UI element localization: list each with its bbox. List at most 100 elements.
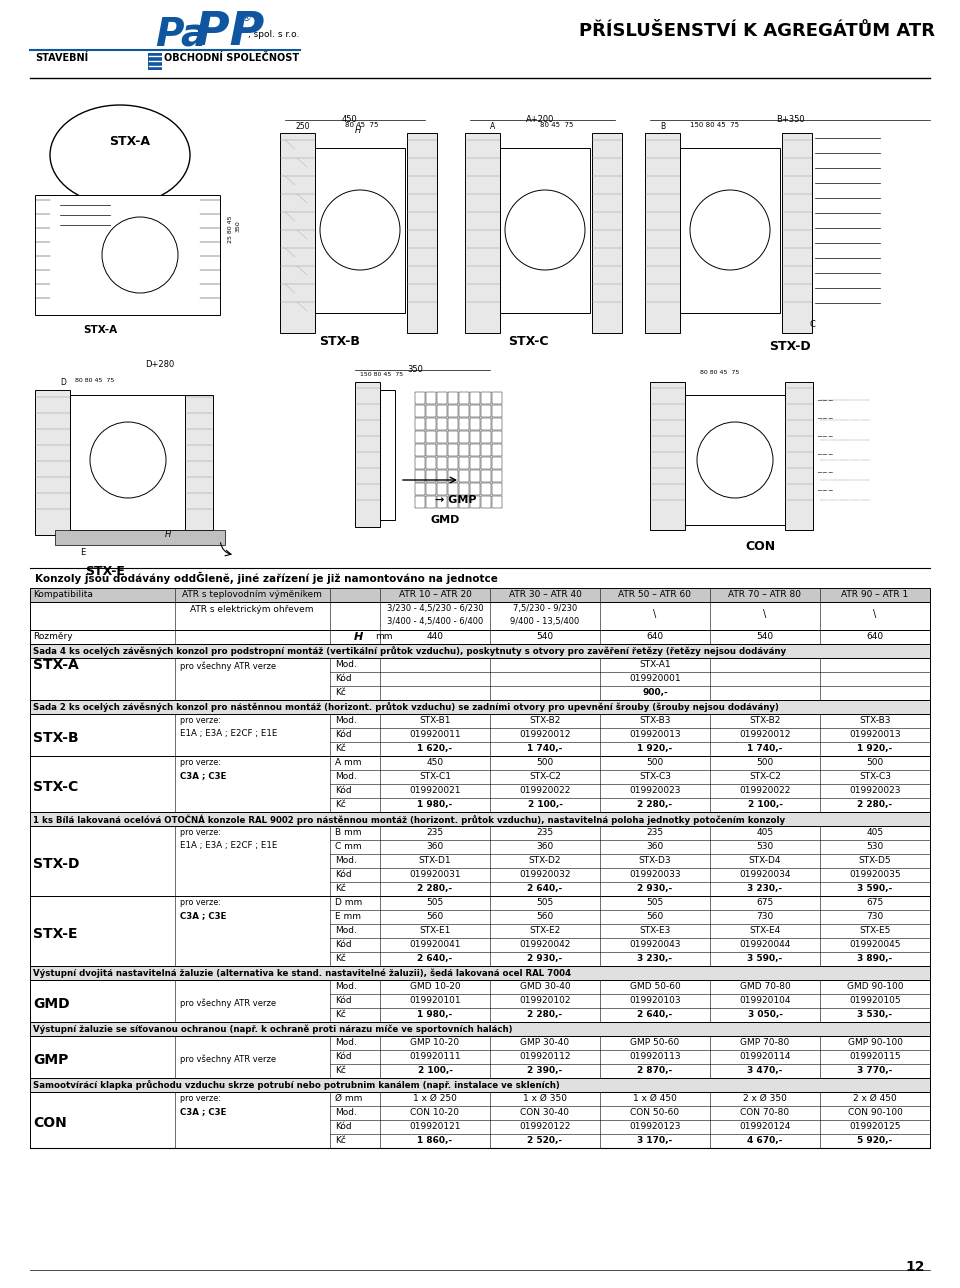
Text: Kč: Kč (335, 688, 346, 697)
Text: STX-A: STX-A (33, 658, 79, 672)
Text: ATR 50 – ATR 60: ATR 50 – ATR 60 (618, 590, 691, 599)
Text: 730: 730 (866, 912, 883, 921)
Text: 019920122: 019920122 (519, 1122, 570, 1131)
Text: 2 930,-: 2 930,- (637, 884, 673, 893)
Bar (500, 148, 590, 313)
Text: CON: CON (33, 1115, 67, 1130)
Text: 019920103: 019920103 (629, 996, 681, 1005)
Text: 505: 505 (646, 898, 663, 907)
Text: 505: 505 (426, 898, 444, 907)
Bar (30, 811, 930, 826)
Text: 019920012: 019920012 (519, 730, 571, 739)
Text: H: H (353, 632, 363, 641)
Text: 250: 250 (295, 122, 309, 131)
Text: STX-C2: STX-C2 (749, 772, 780, 781)
Text: STX-C: STX-C (33, 781, 79, 793)
Text: 3/230 - 4,5/230 - 6/230
3/400 - 4,5/400 - 6/400: 3/230 - 4,5/230 - 6/230 3/400 - 4,5/400 … (387, 604, 483, 626)
Text: 1 980,-: 1 980,- (418, 1010, 452, 1019)
Text: Kompatibilita: Kompatibilita (33, 590, 93, 599)
Bar (448, 392, 458, 404)
Text: 019920115: 019920115 (850, 1052, 900, 1061)
Bar (459, 444, 469, 456)
Text: 235: 235 (537, 828, 554, 837)
Bar (470, 483, 480, 495)
Text: pro všechny ATR verze: pro všechny ATR verze (180, 1054, 276, 1064)
Text: STX-E4: STX-E4 (750, 926, 780, 935)
Bar (426, 404, 436, 417)
Bar (470, 392, 480, 404)
Text: STX-B3: STX-B3 (639, 716, 671, 725)
Text: 019920031: 019920031 (409, 869, 461, 878)
Bar (459, 470, 469, 482)
Text: Kč: Kč (335, 1010, 346, 1019)
Text: CON: CON (745, 540, 775, 553)
Bar (492, 404, 502, 417)
Text: 3 470,-: 3 470,- (747, 1066, 782, 1075)
Text: 019920001: 019920001 (629, 674, 681, 683)
Text: STX-D: STX-D (769, 340, 811, 353)
Text: 2 520,-: 2 520,- (527, 1136, 563, 1145)
Text: 019920113: 019920113 (629, 1052, 681, 1061)
Text: \: \ (654, 609, 657, 620)
Text: C3A ; C3E: C3A ; C3E (180, 1106, 227, 1115)
Text: E1A ; E3A ; E2CF ; E1E: E1A ; E3A ; E2CF ; E1E (180, 841, 277, 850)
Text: A mm: A mm (335, 759, 362, 766)
Bar (426, 431, 436, 443)
Text: 500: 500 (866, 759, 883, 766)
Text: 440: 440 (426, 632, 444, 641)
Text: STAVEBNÍ: STAVEBNÍ (35, 53, 88, 63)
Bar (415, 419, 425, 430)
Bar (30, 980, 930, 1021)
Text: 2 640,-: 2 640,- (418, 954, 452, 963)
Bar (30, 589, 930, 601)
Text: CON 50-60: CON 50-60 (631, 1108, 680, 1117)
Text: 2 x Ø 350: 2 x Ø 350 (743, 1094, 787, 1103)
Text: Mod.: Mod. (335, 926, 357, 935)
Bar (492, 496, 502, 507)
Text: GMP 70-80: GMP 70-80 (740, 1038, 790, 1047)
Text: ~~~: ~~~ (816, 488, 833, 495)
Bar (470, 470, 480, 482)
Bar (481, 431, 491, 443)
Text: Kč: Kč (335, 744, 346, 753)
Text: 1 x Ø 250: 1 x Ø 250 (413, 1094, 457, 1103)
Bar (650, 383, 685, 529)
Text: 2 640,-: 2 640,- (527, 884, 563, 893)
Text: ~~~: ~~~ (816, 452, 833, 459)
Bar (30, 1078, 930, 1092)
Text: STX-E: STX-E (85, 565, 125, 578)
Text: 450: 450 (426, 759, 444, 766)
Text: STX-C3: STX-C3 (859, 772, 891, 781)
Text: 2 100,-: 2 100,- (418, 1066, 452, 1075)
Bar (415, 404, 425, 417)
Text: GMP 90-100: GMP 90-100 (848, 1038, 902, 1047)
Bar (492, 392, 502, 404)
Bar (785, 383, 813, 529)
Text: STX-C1: STX-C1 (419, 772, 451, 781)
Text: Kód: Kód (335, 1122, 351, 1131)
Text: 1 740,-: 1 740,- (527, 744, 563, 753)
Text: GMD 50-60: GMD 50-60 (630, 981, 681, 990)
Text: 350: 350 (236, 220, 241, 232)
Text: STX-D2: STX-D2 (529, 857, 562, 866)
Text: 530: 530 (866, 842, 883, 851)
Text: 019920112: 019920112 (519, 1052, 571, 1061)
Bar (459, 404, 469, 417)
Text: 1 860,-: 1 860,- (418, 1136, 452, 1145)
Text: 560: 560 (646, 912, 663, 921)
Text: 500: 500 (756, 759, 774, 766)
Text: STX-B: STX-B (33, 732, 79, 744)
Text: 019920013: 019920013 (629, 730, 681, 739)
Bar (448, 470, 458, 482)
Text: 730: 730 (756, 912, 774, 921)
Text: 360: 360 (537, 842, 554, 851)
Text: 12: 12 (905, 1260, 925, 1274)
Bar (685, 395, 785, 526)
Text: 1 920,-: 1 920,- (857, 744, 893, 753)
Text: ATR s elektrickým ohřevem: ATR s elektrickým ohřevem (190, 605, 314, 614)
Text: 2 100,-: 2 100,- (748, 800, 782, 809)
Text: GMD 70-80: GMD 70-80 (739, 981, 790, 990)
Bar (481, 496, 491, 507)
Bar (437, 419, 447, 430)
Text: ~~~: ~~~ (816, 434, 833, 440)
